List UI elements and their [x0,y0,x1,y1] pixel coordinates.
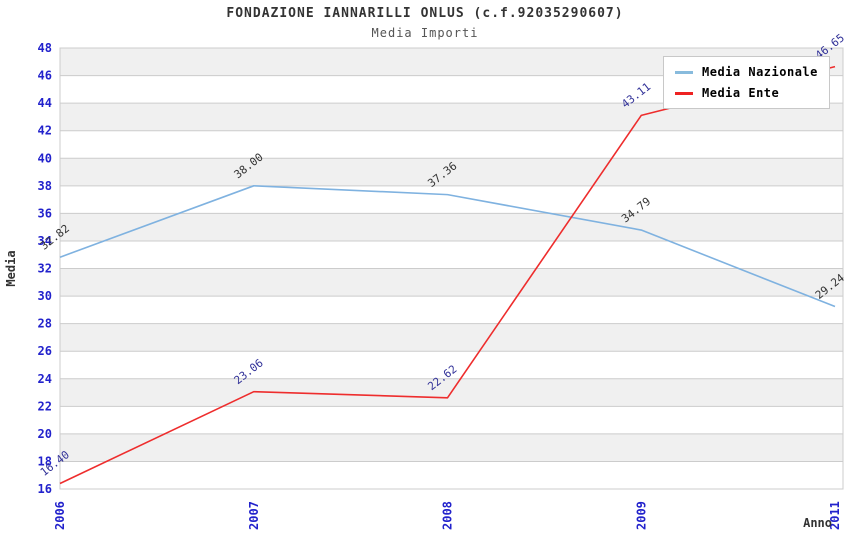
y-tick-label: 44 [38,96,52,110]
plot-band [60,240,843,269]
plot-band [60,406,843,434]
plot-band [60,130,843,159]
plot-band [60,351,843,379]
legend-box: Media Nazionale Media Ente [663,56,830,109]
x-tick-label: 2009 [634,501,648,530]
y-tick-label: 34 [38,234,52,248]
plot-frame [59,47,844,490]
y-tick-label: 24 [38,372,52,386]
plot-band [60,185,843,214]
y-tick-label: 48 [38,41,52,55]
x-tick-label: 2011 [828,501,842,530]
series-line-media-nazionale [59,185,836,308]
x-axis-title: Anno [803,516,832,530]
plot-band [60,268,843,297]
x-tick-label: 2007 [247,501,261,530]
y-tick-label: 42 [38,124,52,138]
y-tick-label: 28 [38,317,52,331]
y-tick-label: 30 [38,289,52,303]
plot-band [60,461,843,489]
y-tick-label: 20 [38,427,52,441]
plot-band [60,296,843,324]
legend-swatch-media-ente [675,91,693,95]
x-tick-label: 2008 [441,501,455,530]
plot-band [60,158,843,186]
y-tick-label: 40 [38,151,52,165]
y-tick-label: 16 [38,482,52,496]
legend-label: Media Ente [702,86,780,100]
chart-subtitle: Media Importi [371,26,479,40]
y-tick-label: 38 [38,179,52,193]
y-tick-label: 18 [38,454,52,468]
y-tick-label: 26 [38,344,52,358]
y-tick-label: 32 [38,262,52,276]
y-axis-title: Media [4,250,18,286]
legend-label: Media Nazionale [702,65,818,79]
y-tick-label: 36 [38,206,52,220]
chart-title: FONDAZIONE IANNARILLI ONLUS (c.f.9203529… [226,6,624,21]
legend-item-media-nazionale: Media Nazionale [675,65,818,79]
plot-band [60,323,843,352]
plot-band [60,433,843,462]
y-tick-label: 22 [38,399,52,413]
y-tick-label: 46 [38,69,52,83]
x-tick-label: 2006 [53,501,67,530]
legend-item-media-ente: Media Ente [675,86,818,100]
plot-band [60,213,843,241]
legend-swatch-media-nazionale [675,70,693,74]
